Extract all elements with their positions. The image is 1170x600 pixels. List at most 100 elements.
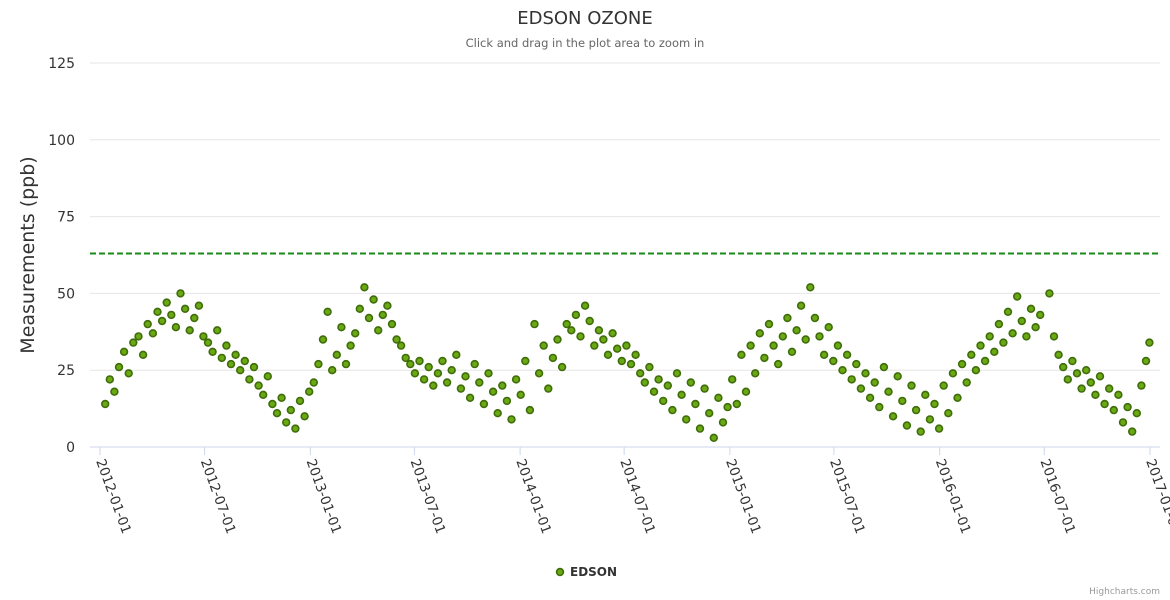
data-point[interactable] (124, 369, 133, 378)
data-point[interactable] (608, 329, 617, 338)
data-point[interactable] (236, 366, 245, 375)
edson-series[interactable] (100, 283, 1154, 442)
data-point[interactable] (571, 310, 581, 320)
data-point[interactable] (741, 387, 751, 396)
data-point[interactable] (833, 341, 843, 350)
data-point[interactable] (962, 378, 971, 387)
data-point[interactable] (1118, 418, 1128, 427)
data-point[interactable] (668, 405, 677, 415)
data-point[interactable] (829, 356, 838, 366)
data-point[interactable] (1003, 307, 1013, 316)
data-point[interactable] (1017, 316, 1026, 326)
data-point[interactable] (617, 356, 626, 366)
data-point[interactable] (180, 304, 190, 313)
data-point[interactable] (401, 353, 410, 363)
data-point[interactable] (902, 421, 912, 430)
data-point[interactable] (971, 366, 981, 375)
data-point[interactable] (884, 387, 893, 396)
data-point[interactable] (465, 393, 475, 402)
data-point[interactable] (1100, 399, 1109, 409)
data-point[interactable] (475, 378, 484, 387)
data-point[interactable] (511, 375, 521, 384)
data-point[interactable] (259, 390, 268, 399)
data-point[interactable] (484, 369, 493, 378)
data-point[interactable] (635, 369, 645, 378)
data-point[interactable] (272, 409, 282, 418)
data-point[interactable] (553, 335, 562, 344)
data-point[interactable] (888, 412, 898, 421)
data-point[interactable] (576, 332, 585, 341)
data-point[interactable] (1104, 384, 1114, 393)
data-point[interactable] (226, 359, 236, 369)
data-point[interactable] (718, 418, 728, 427)
data-point[interactable] (626, 359, 636, 369)
data-point[interactable] (585, 316, 594, 326)
data-point[interactable] (792, 326, 801, 335)
data-point[interactable] (806, 283, 815, 292)
data-point[interactable] (1081, 366, 1091, 375)
data-point[interactable] (985, 332, 994, 341)
data-point[interactable] (1132, 409, 1142, 418)
data-point[interactable] (948, 369, 958, 378)
data-point[interactable] (916, 427, 925, 436)
data-point[interactable] (769, 341, 778, 350)
data-point[interactable] (507, 415, 516, 424)
data-point[interactable] (898, 396, 907, 406)
data-point[interactable] (442, 378, 452, 387)
data-point[interactable] (309, 378, 318, 387)
legend-label-edson[interactable]: EDSON (570, 565, 617, 579)
data-point[interactable] (534, 369, 544, 378)
data-point[interactable] (222, 341, 231, 350)
data-point[interactable] (990, 347, 999, 356)
data-point[interactable] (203, 338, 213, 347)
data-point[interactable] (852, 359, 861, 369)
data-point[interactable] (1145, 338, 1154, 347)
data-point[interactable] (737, 350, 746, 359)
legend-marker-edson[interactable] (555, 567, 565, 577)
data-point[interactable] (231, 350, 240, 359)
data-point[interactable] (622, 341, 631, 350)
data-point[interactable] (429, 381, 438, 390)
data-point[interactable] (502, 396, 512, 406)
data-point[interactable] (1086, 378, 1096, 387)
data-point[interactable] (599, 335, 608, 344)
data-point[interactable] (318, 335, 328, 344)
data-point[interactable] (447, 366, 456, 375)
data-point[interactable] (355, 304, 364, 313)
data-point[interactable] (976, 341, 985, 350)
data-point[interactable] (760, 353, 769, 363)
data-point[interactable] (1137, 381, 1146, 390)
data-point[interactable] (654, 375, 663, 384)
data-point[interactable] (1123, 402, 1132, 412)
data-point[interactable] (138, 350, 148, 359)
data-point[interactable] (1008, 329, 1017, 338)
data-point[interactable] (530, 319, 539, 329)
data-point[interactable] (544, 384, 553, 393)
data-point[interactable] (700, 384, 709, 393)
data-point[interactable] (1063, 375, 1073, 384)
data-point[interactable] (369, 295, 378, 304)
data-point[interactable] (801, 335, 810, 344)
data-point[interactable] (364, 313, 374, 323)
data-point[interactable] (171, 323, 181, 332)
data-point[interactable] (305, 387, 314, 396)
data-point[interactable] (691, 399, 700, 409)
data-point[interactable] (328, 366, 337, 375)
data-point[interactable] (378, 310, 387, 320)
data-point[interactable] (424, 362, 433, 372)
data-point[interactable] (351, 329, 360, 338)
data-point[interactable] (167, 310, 176, 320)
data-point[interactable] (337, 323, 346, 332)
data-point[interactable] (479, 399, 489, 409)
data-point[interactable] (263, 372, 272, 381)
data-point[interactable] (452, 350, 461, 359)
data-point[interactable] (815, 332, 824, 341)
data-point[interactable] (114, 362, 124, 372)
data-point[interactable] (870, 378, 879, 387)
data-point[interactable] (110, 387, 119, 396)
data-point[interactable] (300, 412, 309, 421)
data-point[interactable] (277, 393, 286, 402)
data-point[interactable] (658, 396, 668, 406)
legend[interactable]: EDSON (555, 565, 617, 579)
data-point[interactable] (415, 356, 424, 366)
